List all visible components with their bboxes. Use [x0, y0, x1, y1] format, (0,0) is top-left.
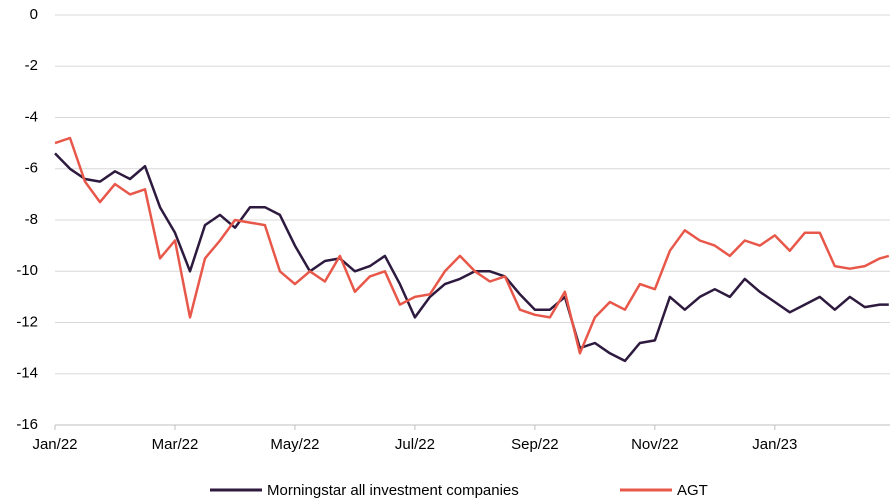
legend-label: Morningstar all investment companies: [267, 482, 519, 499]
y-tick-label: -16: [16, 416, 38, 433]
series-line: [54, 136, 890, 355]
x-tick-label: Jan/23: [752, 436, 797, 453]
x-tick-label: Jan/22: [32, 436, 77, 453]
x-tick-label: May/22: [270, 436, 319, 453]
y-tick-label: -2: [25, 57, 38, 74]
y-tick-label: -4: [25, 108, 38, 125]
series-line: [54, 152, 889, 363]
x-tick-label: Jul/22: [395, 436, 435, 453]
y-tick-label: -6: [25, 160, 38, 177]
y-tick-label: -12: [16, 313, 38, 330]
y-tick-label: -10: [16, 262, 38, 279]
legend-label: AGT: [677, 482, 708, 499]
x-tick-label: Mar/22: [152, 436, 199, 453]
y-tick-label: -14: [16, 365, 38, 382]
x-tick-label: Nov/22: [631, 436, 679, 453]
y-tick-label: -8: [25, 211, 38, 228]
x-tick-label: Sep/22: [511, 436, 559, 453]
y-tick-label: 0: [30, 6, 38, 23]
